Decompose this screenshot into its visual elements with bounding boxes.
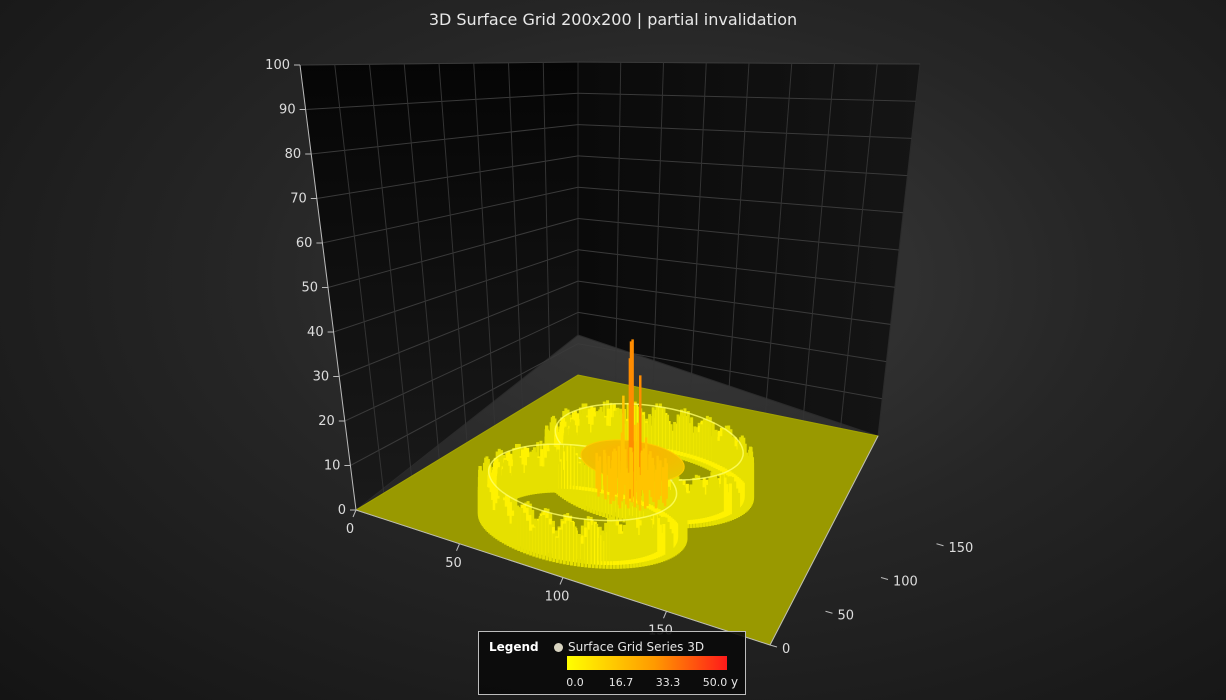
legend: Legend Surface Grid Series 3D 0.0 16.7 3…: [478, 631, 746, 695]
y-tick-label: 20: [318, 414, 335, 429]
z-tick-mark: [880, 577, 889, 580]
x-tick-mark: [559, 577, 564, 585]
x-tick-mark: [352, 509, 357, 518]
grid-line-vx-4: [727, 62, 750, 406]
central-peak: [595, 339, 668, 511]
y-tick-label: 0: [338, 503, 346, 518]
grid-line-vz-2: [369, 64, 412, 477]
y-tick-label: 40: [307, 325, 324, 340]
legend-title: Legend: [489, 640, 539, 654]
grid-line-vx-1: [615, 62, 622, 383]
grid-line-vx-2: [652, 62, 664, 391]
grid-line-vx-7: [840, 63, 878, 429]
grid-line-vz-7: [542, 62, 551, 392]
y-tick-label: 50: [301, 281, 318, 296]
z-tick-label: 100: [893, 575, 918, 590]
legend-tick-1: 16.7: [608, 676, 634, 689]
y-tick-label: 100: [265, 58, 290, 73]
x-tick-label: 100: [545, 590, 570, 605]
y-tick-label: 10: [324, 459, 341, 474]
grid-line-vz-6: [508, 62, 523, 409]
z-tick-mark: [769, 644, 778, 648]
y-tick-label: 90: [279, 103, 296, 118]
z-axis-line: [769, 435, 879, 646]
grid-line-vx-6: [802, 63, 835, 421]
z-tick-label: 50: [838, 608, 855, 623]
grid-line-vz-3: [403, 63, 440, 460]
x-tick-mark: [663, 611, 667, 619]
x-tick-label: 50: [445, 556, 462, 571]
z-tick-mark: [825, 610, 833, 614]
legend-series-dot: [554, 643, 563, 652]
grid-line-vz-5: [473, 63, 496, 426]
legend-series-name: Surface Grid Series 3D: [568, 640, 705, 654]
x-tick-label: 0: [346, 522, 354, 537]
legend-unit: y: [731, 675, 739, 689]
z-tick-mark: [936, 543, 944, 547]
grid-line-vz-1: [334, 64, 385, 494]
y-tick-label: 80: [285, 147, 302, 162]
legend-color-bar: [567, 656, 727, 670]
y-tick-label: 60: [296, 236, 313, 251]
grid-lines: [299, 61, 921, 511]
legend-tick-0: 0.0: [566, 676, 584, 689]
z-tick-label: 0: [782, 642, 790, 657]
z-tick-label: 150: [949, 541, 974, 556]
legend-tick-3: 50.0: [702, 676, 728, 689]
grid-line-vx-3: [690, 62, 707, 398]
tick-labels: 0102030405060708090100050100150050100150: [265, 58, 973, 657]
grid-line-vx-5: [765, 63, 793, 414]
grid-line-vz-4: [438, 63, 468, 443]
x-tick-mark: [456, 543, 460, 551]
legend-tick-2: 33.3: [655, 676, 681, 689]
y-tick-label: 30: [313, 370, 330, 385]
chart-title: 3D Surface Grid 200x200 | partial invali…: [428, 10, 798, 29]
surface-geometry: [477, 339, 755, 569]
y-tick-label: 70: [290, 192, 307, 207]
